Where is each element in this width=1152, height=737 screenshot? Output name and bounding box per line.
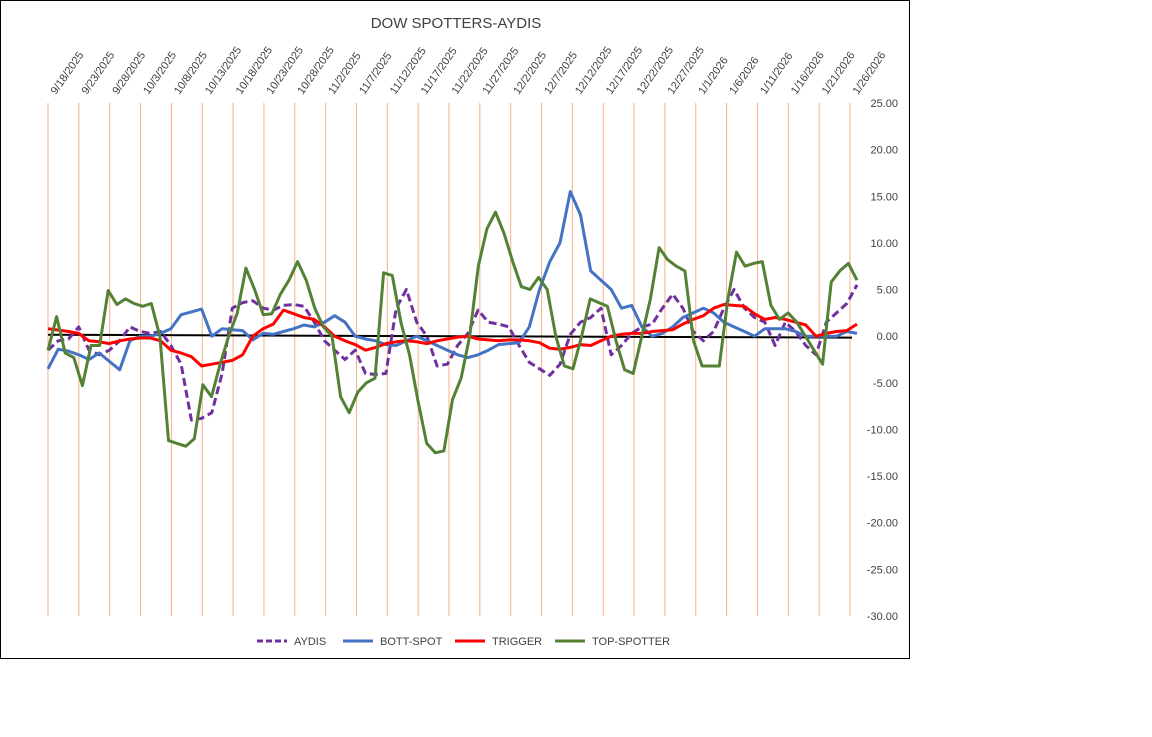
- y-tick-label: 25.00: [870, 98, 898, 110]
- y-tick-label: 15.00: [870, 191, 898, 203]
- y-tick-label: -5.00: [873, 378, 898, 390]
- x-tick-label: 1/1/2026: [696, 55, 730, 97]
- zero-line: [47, 333, 853, 339]
- legend-label-aydis: AYDIS: [294, 636, 326, 648]
- series-line-top-spotter: [46, 210, 859, 455]
- x-axis-tick-labels: 9/18/20259/23/20259/28/202510/3/202510/8…: [49, 45, 889, 97]
- series-line-aydis: [46, 284, 859, 422]
- legend-label-bott-spot: BOTT-SPOT: [380, 636, 443, 648]
- y-tick-label: 10.00: [870, 238, 898, 250]
- y-tick-label: -20.00: [867, 518, 898, 530]
- legend: AYDIS BOTT-SPOT TRIGGER TOP-SPOTTER: [257, 636, 670, 648]
- y-tick-label: 5.00: [877, 285, 898, 297]
- y-tick-label: -30.00: [867, 611, 898, 623]
- y-axis-tick-labels: 25.00 20.00 15.00 10.00 5.00 0.00 -5.00 -10.00 -…: [867, 98, 898, 623]
- legend-label-trigger: TRIGGER: [492, 636, 542, 648]
- vertical-gridlines: [47, 103, 851, 616]
- y-tick-label: -10.00: [867, 424, 898, 436]
- y-tick-label: -15.00: [867, 471, 898, 483]
- chart-frame: [0, 0, 910, 659]
- y-tick-label: 0.00: [877, 331, 898, 343]
- series-line-bott-spot: [46, 190, 858, 372]
- y-tick-label: 20.00: [870, 145, 898, 157]
- series-lines: [46, 190, 859, 455]
- chart-title: DOW SPOTTERS-AYDIS: [371, 15, 542, 32]
- x-tick-label: 1/6/2026: [727, 55, 761, 97]
- legend-label-top-spotter: TOP-SPOTTER: [592, 636, 670, 648]
- y-tick-label: -25.00: [867, 564, 898, 576]
- series-line-trigger: [47, 303, 858, 368]
